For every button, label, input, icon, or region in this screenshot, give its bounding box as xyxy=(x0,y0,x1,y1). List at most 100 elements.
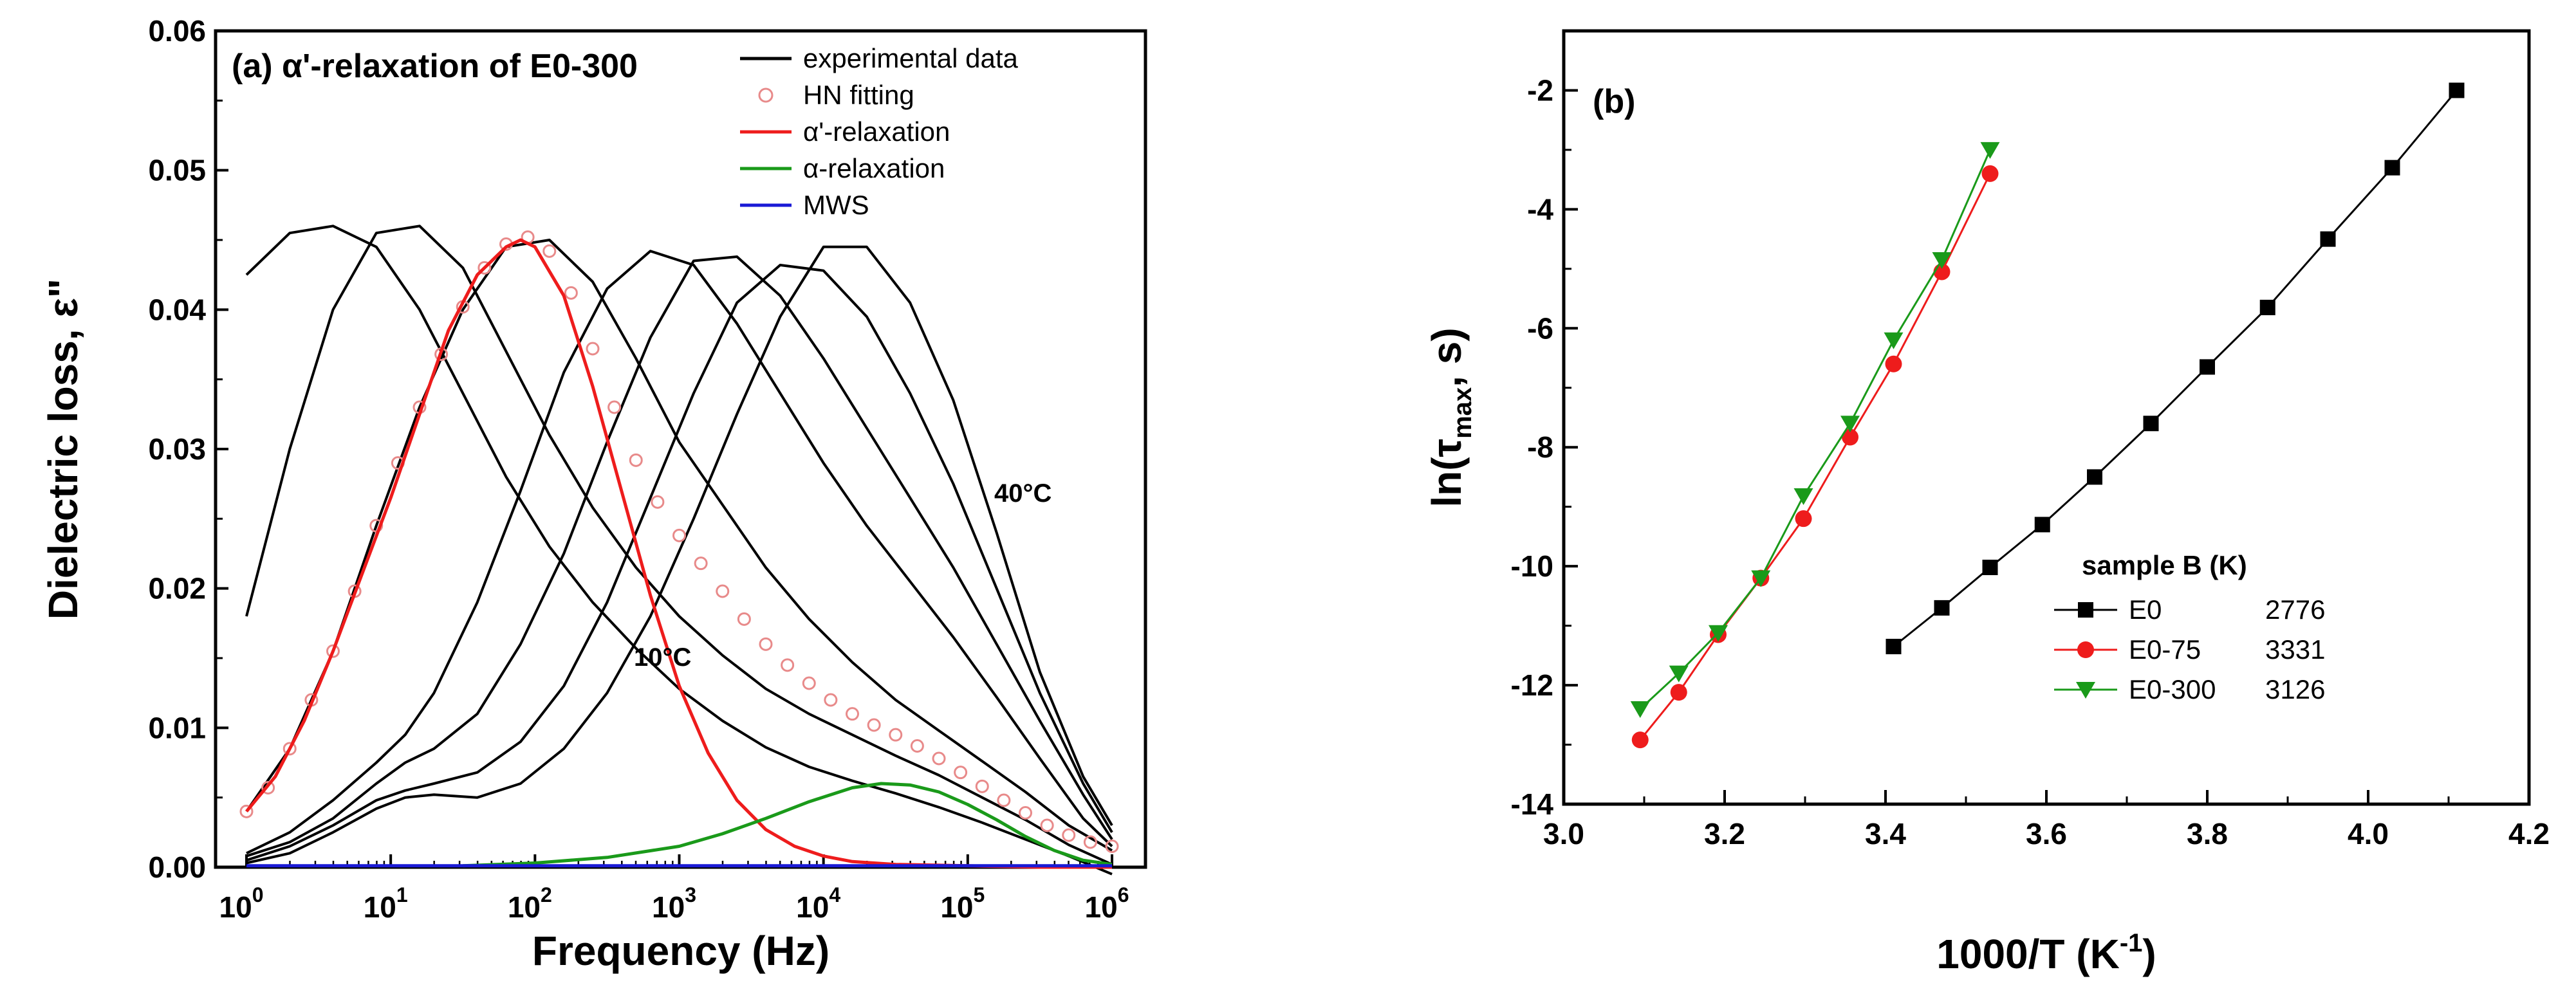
panel-a: (a) α'-relaxation of E0-300 Frequency (H… xyxy=(40,14,1147,974)
hn-fit-point xyxy=(759,637,773,651)
panel-a-xtick-label: 102 xyxy=(508,883,552,924)
panel-a-xtick-exp: 6 xyxy=(1118,883,1129,906)
legend-e0-300-name: E0-300 xyxy=(2129,674,2216,704)
series-e0-75-point xyxy=(1795,510,1812,528)
panel-a-ylabel: Dielectric loss, ε" xyxy=(40,279,86,620)
series-e0-300-line xyxy=(1639,149,1991,710)
series-experimental-data-25-c xyxy=(246,250,1113,855)
hn-fit-point xyxy=(586,342,600,356)
hn-fit-point xyxy=(542,244,557,258)
panel-b-ytick-label: -12 xyxy=(1511,668,1553,702)
series-e0-300-point xyxy=(1630,701,1650,719)
legend-e0-b-value: 2776 xyxy=(2265,594,2325,625)
hn-fit-point xyxy=(326,644,340,658)
legend-title: sample B (K) xyxy=(2082,550,2247,580)
panel-b-ytick-label: -4 xyxy=(1527,192,1553,226)
hn-fit-point xyxy=(564,286,578,300)
panel-b-ytick-label: -10 xyxy=(1511,549,1553,583)
panel-b-ylabel: ln(τmax, s) xyxy=(1423,327,1477,507)
panel-a-xtick-base: 10 xyxy=(796,890,829,924)
hn-fit-point xyxy=(910,739,924,753)
panel-b-ylabel-sub: max xyxy=(1449,387,1477,439)
series-e0-point xyxy=(2143,416,2159,432)
panel-b-xtick-label: 4.0 xyxy=(2348,817,2389,850)
panel-a-xlabel: Frequency (Hz) xyxy=(532,928,829,974)
hn-fit-point xyxy=(824,693,838,707)
series-experimental-data-35-c xyxy=(246,264,1113,862)
panel-b-frame xyxy=(1562,29,2531,806)
panel-b-series xyxy=(1630,82,2465,749)
legend-e0-300-swatch-marker xyxy=(2076,682,2095,699)
series-e0-point xyxy=(2384,160,2400,176)
legend-e0-75-name: E0-75 xyxy=(2129,634,2201,665)
legend-e0-75-b-value: 3331 xyxy=(2265,634,2325,665)
hn-fit-point xyxy=(889,728,903,742)
series-e0-point xyxy=(2034,517,2050,533)
panel-a-xtick-label: 105 xyxy=(940,883,985,924)
panel-b-ytick-label: -6 xyxy=(1527,311,1553,345)
panel-b-xlabel-main: 1000/T (K xyxy=(1936,931,2120,977)
series-e0-point xyxy=(1982,560,1998,576)
panel-a-xtick-exp: 1 xyxy=(396,883,408,906)
panel-a-xtick-base: 10 xyxy=(219,890,252,924)
series-e0-point xyxy=(2200,359,2215,375)
hn-fit-point xyxy=(737,612,751,626)
panel-a-xtick-base: 10 xyxy=(508,890,541,924)
panel-a-xtick-exp: 3 xyxy=(685,883,696,906)
panel-a-series xyxy=(239,225,1119,876)
panel-a-xtick-exp: 5 xyxy=(974,883,985,906)
series-e0-75-point xyxy=(1842,428,1858,446)
series-experimental-data-30-c xyxy=(246,255,1113,858)
hn-fit-point xyxy=(802,676,816,690)
panel-a-ytick-label: 0.03 xyxy=(148,432,206,466)
hn-fit-point xyxy=(716,584,730,598)
panel-a-xtick-label: 106 xyxy=(1085,883,1129,924)
hn-fit-point xyxy=(694,556,708,571)
panel-a-xtick-base: 10 xyxy=(940,890,973,924)
series-e0-300-point xyxy=(1840,416,1860,433)
hn-fit-point xyxy=(607,400,622,414)
panel-a-xtick-label: 104 xyxy=(796,883,840,924)
series-e0-point xyxy=(1934,600,1950,616)
panel-a-ytick-label: 0.06 xyxy=(148,14,206,48)
legend-hn-fitting-label: HN fitting xyxy=(803,80,914,110)
panel-a-legend: experimental data HN fitting α'-relaxation… xyxy=(740,43,1019,220)
series-e0-300-point xyxy=(1884,332,1904,349)
hn-fit-point xyxy=(629,453,643,467)
series-experimental-data-40-c xyxy=(246,245,1113,865)
series-relaxation xyxy=(463,782,1113,868)
hn-fit-point xyxy=(1062,828,1076,842)
panel-a-ytick-label: 0.01 xyxy=(148,711,206,744)
panel-a-frame xyxy=(214,29,1147,869)
series-e0-point xyxy=(2320,231,2336,247)
panel-b-xlabel-end: ) xyxy=(2142,931,2156,977)
panel-a-xtick-base: 10 xyxy=(652,890,685,924)
hn-fit-point xyxy=(477,261,492,275)
panel-b-legend: sample B (K) E0 2776 E0-75 3331 E0-300 3126 xyxy=(2054,550,2325,704)
hn-fit-point xyxy=(672,528,686,542)
series-e0-75-point xyxy=(1631,731,1649,749)
hn-fit-point xyxy=(261,781,275,795)
panel-a-title: (a) α'-relaxation of E0-300 xyxy=(232,48,638,85)
hn-fit-point xyxy=(239,804,254,818)
hn-fit-point xyxy=(781,658,795,672)
series-experimental-data-20-c xyxy=(245,239,1113,852)
hn-fit-point xyxy=(651,495,665,509)
series-e0-300-point xyxy=(1751,570,1771,587)
panel-b-xtick-label: 4.2 xyxy=(2508,817,2550,850)
series-e0-75-point xyxy=(1885,355,1902,372)
series-e0-75-point xyxy=(1670,684,1687,701)
legend-mws-label: MWS xyxy=(803,190,869,220)
hn-fit-point xyxy=(954,766,968,780)
hn-fit-point xyxy=(1105,840,1119,853)
series-relaxation xyxy=(245,238,1112,869)
legend-hn-fitting-swatch xyxy=(758,87,774,103)
hn-fit-point xyxy=(1019,806,1032,820)
panel-a-xtick-base: 10 xyxy=(364,890,396,924)
panel-a-xtick-exp: 2 xyxy=(541,883,552,906)
annotation-40c: 40°C xyxy=(994,479,1052,508)
series-e0-300-point xyxy=(1793,488,1813,506)
series-e0-75-point xyxy=(1981,165,1999,182)
hn-fit-point xyxy=(1040,818,1054,832)
